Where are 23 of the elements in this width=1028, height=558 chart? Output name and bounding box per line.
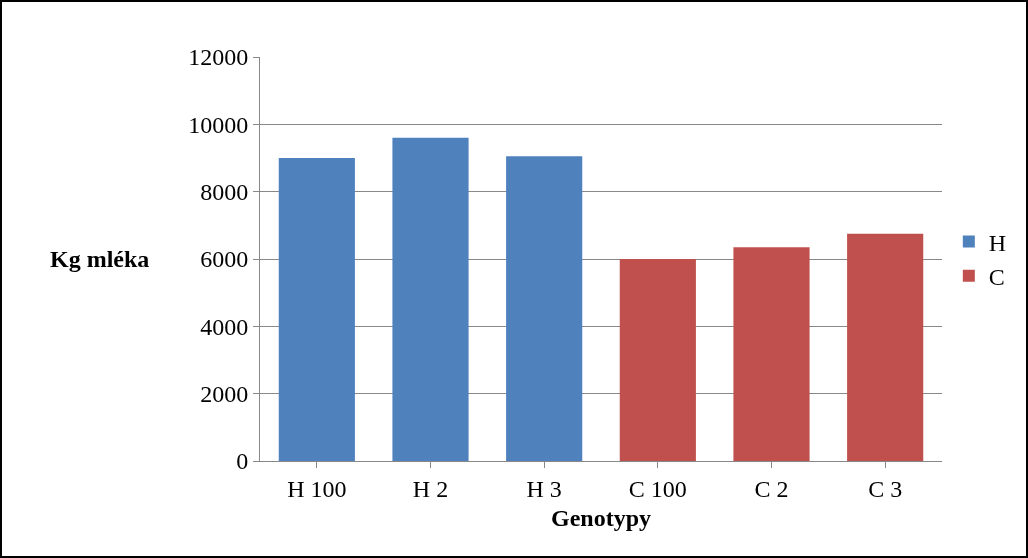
y-tick-label: 6000 [200,246,249,273]
y-tick-label: 12000 [188,44,249,71]
bar [506,156,583,461]
x-tick-label: C 100 [628,475,687,502]
y-axis-title: Kg mléka [50,246,150,272]
y-tick-label: 0 [236,448,249,475]
bar [619,259,696,461]
x-tick-label: C 3 [868,475,903,502]
legend-label: C [988,264,1005,291]
bar [392,137,469,461]
x-tick-label: H 2 [412,475,449,502]
y-tick-label: 4000 [200,313,249,340]
x-tick-label: H 100 [287,475,347,502]
bar [733,247,810,461]
legend-label: H [988,229,1007,256]
y-tick-label: 8000 [200,179,249,206]
y-tick-label: 10000 [188,111,249,138]
x-axis-title: Genotypy [550,505,652,532]
x-tick-label: H 3 [526,475,562,502]
y-tick-label: 2000 [200,381,249,408]
bar [278,158,355,461]
x-tick-label: C 2 [754,475,789,502]
bar [847,233,924,461]
